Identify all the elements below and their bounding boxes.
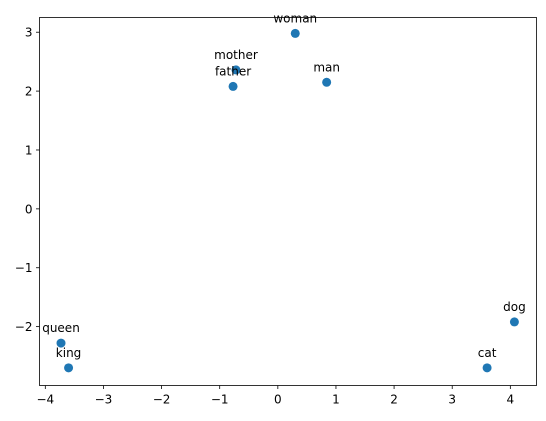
point-label-dog: dog (503, 300, 526, 314)
y-axis-ticks: −2 −1 0 1 2 3 (15, 26, 40, 334)
point-label-cat: cat (478, 346, 497, 360)
y-tick-label: 3 (25, 26, 33, 40)
plot-frame (39, 17, 537, 386)
y-tick-label: 0 (25, 202, 33, 216)
point-label-king: king (56, 346, 82, 360)
point-marker-father (228, 81, 238, 91)
point-marker-king (64, 363, 74, 373)
y-tick-label: 2 (25, 85, 33, 99)
point-marker-cat (482, 363, 492, 373)
point-labels: woman mother father man dog cat queen king (42, 11, 525, 359)
point-marker-dog (509, 317, 519, 327)
x-tick-label: −2 (153, 393, 171, 407)
x-tick-label: 0 (274, 393, 282, 407)
data-points (56, 28, 519, 373)
x-axis-ticks: −4 −3 −2 −1 0 1 2 3 4 (36, 385, 515, 407)
x-tick-label: 4 (507, 393, 515, 407)
point-marker-man (322, 77, 332, 87)
point-label-father: father (215, 64, 251, 78)
point-label-woman: woman (273, 11, 317, 25)
x-tick-label: −3 (95, 393, 113, 407)
y-tick-label: −1 (15, 261, 33, 275)
x-tick-label: 1 (332, 393, 340, 407)
point-marker-queen (56, 338, 66, 348)
x-tick-label: −4 (36, 393, 54, 407)
point-marker-mother (231, 65, 241, 75)
x-tick-label: 2 (390, 393, 398, 407)
x-tick-label: −1 (211, 393, 229, 407)
point-marker-woman (290, 28, 300, 38)
y-tick-label: 1 (25, 143, 33, 157)
x-tick-label: 3 (448, 393, 456, 407)
point-label-man: man (313, 60, 340, 74)
y-tick-label: −2 (15, 320, 33, 334)
point-label-mother: mother (214, 48, 258, 62)
point-label-queen: queen (42, 321, 80, 335)
